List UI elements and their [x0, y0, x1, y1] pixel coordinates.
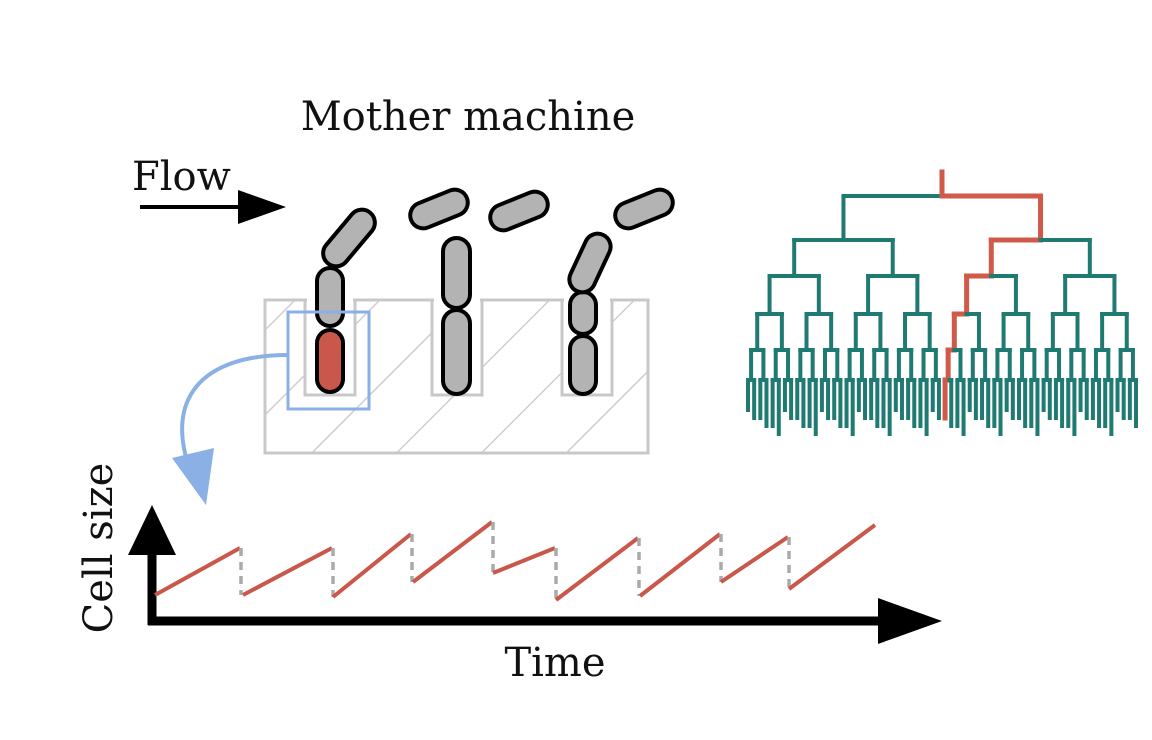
flow-arrow	[140, 190, 286, 224]
cell	[321, 207, 377, 269]
lineage-tree	[746, 169, 1138, 436]
growth-segment	[154, 546, 241, 597]
cell	[315, 266, 345, 328]
floating-cell	[488, 189, 550, 233]
mother-cell-highlight	[286, 310, 371, 411]
growth-segment	[638, 532, 722, 598]
growth-segment	[411, 520, 494, 584]
chart-axes	[128, 505, 942, 644]
growth-segment	[719, 535, 790, 584]
y-axis-label: Cell size	[76, 463, 122, 634]
flow-label: Flow	[132, 154, 231, 200]
y-axis-arrowhead	[128, 505, 176, 555]
growth-segment	[787, 523, 877, 591]
growth-segment	[492, 546, 556, 575]
mother-cell	[315, 328, 345, 394]
cell	[568, 334, 598, 396]
floating-cell	[613, 187, 675, 231]
zoom-arrow	[172, 353, 289, 505]
diagram-title: Mother machine	[301, 94, 636, 140]
growth-segment	[554, 536, 640, 602]
cell-size-trace	[154, 520, 877, 602]
growth-segment	[242, 546, 333, 597]
x-axis-label: Time	[504, 640, 605, 686]
floating-cell	[408, 187, 470, 231]
x-axis-arrowhead	[878, 598, 942, 644]
growth-segment	[331, 532, 413, 599]
cell	[441, 236, 472, 310]
cell	[568, 290, 598, 336]
bacteria-cells	[315, 187, 675, 396]
cell	[441, 308, 472, 396]
cell	[567, 231, 613, 295]
